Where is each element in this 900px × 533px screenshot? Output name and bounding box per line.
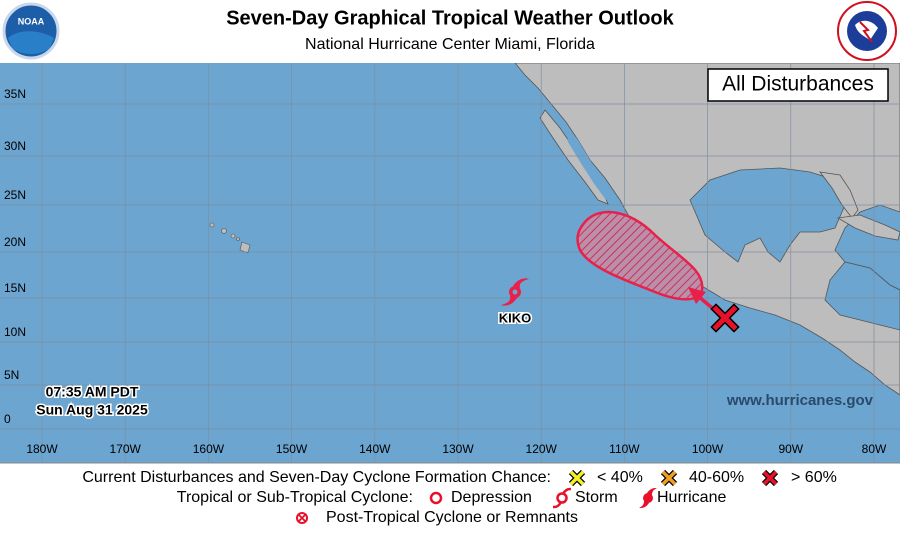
- high-chance-marker: [710, 303, 740, 333]
- lon-label: 80W: [862, 442, 887, 456]
- lat-label: 25N: [4, 188, 26, 202]
- hurricane-symbol: [501, 278, 529, 306]
- legend-hurricane: Hurricane: [657, 489, 726, 506]
- gulf-of-california: [566, 125, 612, 200]
- lon-label: 140W: [359, 442, 391, 456]
- lat-label: 30N: [4, 139, 26, 153]
- legend-formation-label: Current Disturbances and Seven-Day Cyclo…: [82, 469, 551, 486]
- subtitle: National Hurricane Center Miami, Florida: [305, 36, 595, 53]
- gulf-of-mexico: [689, 167, 846, 263]
- legend-high: > 60%: [791, 469, 837, 486]
- map: 35N 30N 25N 20N 15N 10N 5N 0 180W 170W 160W 150W 140…: [0, 63, 900, 463]
- lon-label: 90W: [778, 442, 803, 456]
- lat-label: 10N: [4, 325, 26, 339]
- lat-label: 0: [4, 412, 11, 426]
- lat-label: 5N: [4, 368, 19, 382]
- lon-label: 130W: [442, 442, 474, 456]
- legend: Current Disturbances and Seven-Day Cyclo…: [82, 469, 836, 526]
- legend-post-tropical: Post-Tropical Cyclone or Remnants: [326, 509, 578, 526]
- storm-name: KIKO: [499, 310, 532, 325]
- nws-logo: [837, 1, 897, 61]
- cuba: [836, 214, 900, 241]
- legend-high-marker: [761, 469, 779, 487]
- noaa-logo: NOAA: [2, 2, 60, 60]
- legend-low-marker: [568, 469, 586, 487]
- legend-low: < 40%: [597, 469, 643, 486]
- legend-storm-marker: [552, 487, 572, 509]
- florida: [819, 171, 859, 219]
- legend-depression: Depression: [451, 489, 532, 506]
- legend-post-tropical-marker: [296, 512, 308, 524]
- timestamp-date: Sun Aug 31 2025: [36, 402, 148, 418]
- logo-text: NOAA: [18, 16, 45, 26]
- lon-label: 170W: [110, 442, 142, 456]
- legend-storm: Storm: [575, 489, 618, 506]
- lat-label: 35N: [4, 87, 26, 101]
- lat-label: 20N: [4, 235, 26, 249]
- lon-label: 160W: [193, 442, 225, 456]
- title: Seven-Day Graphical Tropical Weather Out…: [226, 7, 674, 29]
- lat-label: 15N: [4, 281, 26, 295]
- legend-hurricane-marker: [639, 487, 657, 509]
- legend-medium-marker: [660, 469, 678, 487]
- lon-label: 150W: [276, 442, 308, 456]
- legend-cyclone-label: Tropical or Sub-Tropical Cyclone:: [177, 489, 413, 506]
- panel-label-box: [707, 68, 889, 102]
- lon-label: 100W: [692, 442, 724, 456]
- lon-label: 180W: [26, 442, 58, 456]
- legend-depression-marker: [429, 491, 443, 505]
- lon-label: 110W: [609, 442, 640, 456]
- website: www.hurricanes.gov: [726, 392, 874, 409]
- arrow-head: [688, 287, 706, 304]
- formation-area: [576, 210, 704, 301]
- legend-medium: 40-60%: [689, 469, 744, 486]
- lon-label: 120W: [526, 442, 558, 456]
- panel-label: All Disturbances: [722, 73, 874, 96]
- graticule: 35N 30N 25N 20N 15N 10N 5N 0 180W 170W 160W 150W 140…: [0, 63, 900, 463]
- hawaii: [209, 222, 251, 254]
- caribbean: [824, 261, 900, 331]
- timestamp-time: 07:35 AM PDT: [46, 384, 139, 400]
